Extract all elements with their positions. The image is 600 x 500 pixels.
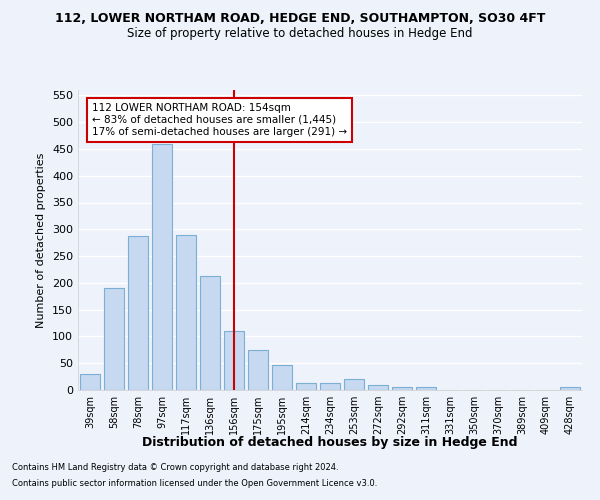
Text: Contains public sector information licensed under the Open Government Licence v3: Contains public sector information licen…	[12, 478, 377, 488]
Bar	[416, 387, 436, 390]
Y-axis label: Number of detached properties: Number of detached properties	[37, 152, 46, 328]
Bar	[320, 383, 340, 390]
Text: Distribution of detached houses by size in Hedge End: Distribution of detached houses by size …	[142, 436, 518, 449]
Bar	[392, 388, 412, 390]
Bar	[80, 374, 100, 390]
Bar	[296, 383, 316, 390]
Bar	[224, 331, 244, 390]
Text: 112, LOWER NORTHAM ROAD, HEDGE END, SOUTHAMPTON, SO30 4FT: 112, LOWER NORTHAM ROAD, HEDGE END, SOUT…	[55, 12, 545, 26]
Bar	[560, 388, 580, 390]
Bar	[248, 350, 268, 390]
Bar	[344, 379, 364, 390]
Text: Contains HM Land Registry data © Crown copyright and database right 2024.: Contains HM Land Registry data © Crown c…	[12, 464, 338, 472]
Bar	[176, 234, 196, 390]
Text: Size of property relative to detached houses in Hedge End: Size of property relative to detached ho…	[127, 28, 473, 40]
Bar	[368, 384, 388, 390]
Bar	[128, 236, 148, 390]
Bar	[152, 144, 172, 390]
Bar	[272, 365, 292, 390]
Bar	[200, 276, 220, 390]
Bar	[104, 288, 124, 390]
Text: 112 LOWER NORTHAM ROAD: 154sqm
← 83% of detached houses are smaller (1,445)
17% : 112 LOWER NORTHAM ROAD: 154sqm ← 83% of …	[92, 104, 347, 136]
